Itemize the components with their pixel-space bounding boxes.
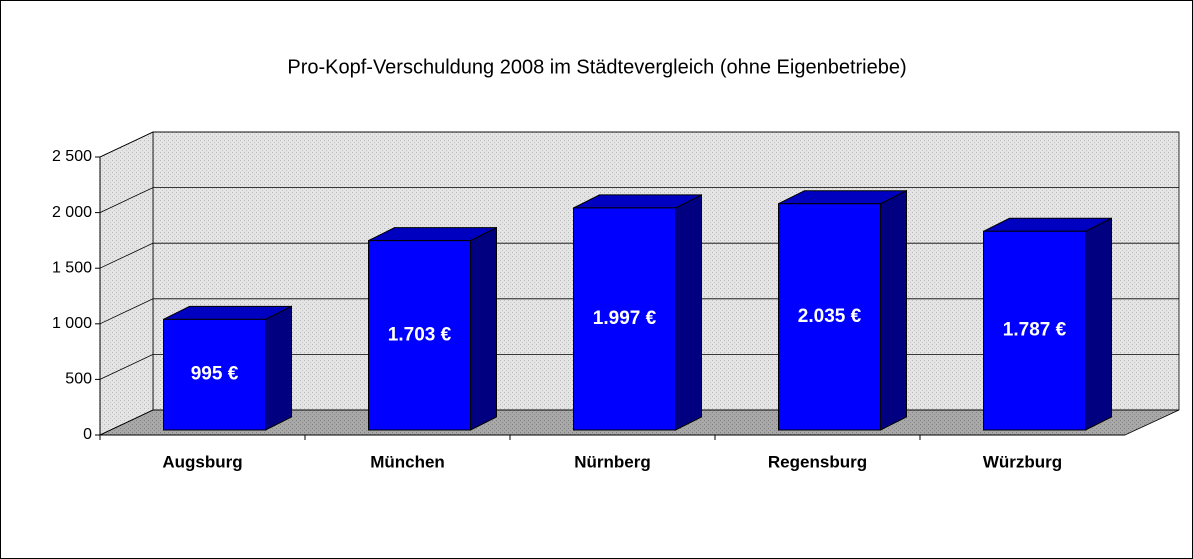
y-tick-label: 2 000 bbox=[52, 204, 92, 221]
bar-front bbox=[573, 207, 676, 431]
grid-line bbox=[99, 187, 1179, 213]
bar-front bbox=[983, 230, 1086, 431]
value-label: 1.787 € bbox=[1003, 320, 1067, 341]
bar-front bbox=[163, 318, 266, 431]
value-label: 1.703 € bbox=[388, 324, 452, 345]
bar-front bbox=[368, 240, 471, 431]
value-label: 995 € bbox=[191, 364, 239, 385]
y-tick-label: 2 500 bbox=[52, 148, 92, 165]
bar-side bbox=[675, 194, 702, 431]
y-tick-label: 500 bbox=[65, 371, 92, 388]
x-tick-label: Augsburg bbox=[162, 452, 242, 471]
grid-line bbox=[99, 131, 1179, 158]
bar-side bbox=[265, 305, 292, 431]
bar bbox=[163, 305, 292, 431]
bar bbox=[368, 226, 497, 431]
x-tick-label: Regensburg bbox=[768, 452, 867, 471]
value-label: 2.035 € bbox=[798, 306, 862, 327]
bar bbox=[778, 189, 907, 431]
x-tick-label: München bbox=[370, 452, 445, 471]
bar-side bbox=[880, 189, 907, 431]
bar-front bbox=[778, 203, 881, 431]
side-wall bbox=[99, 131, 154, 436]
x-tick-label: Nürnberg bbox=[574, 452, 651, 471]
y-tick-label: 0 bbox=[83, 426, 92, 443]
y-tick-label: 1 000 bbox=[52, 315, 92, 332]
bar bbox=[983, 217, 1112, 431]
bar-side bbox=[470, 226, 497, 431]
value-label: 1.997 € bbox=[593, 308, 657, 329]
x-tick-label: Würzburg bbox=[983, 452, 1062, 471]
chart-title: Pro-Kopf-Verschuldung 2008 im Städteverg… bbox=[287, 56, 906, 78]
bar bbox=[573, 194, 702, 431]
bar-side bbox=[1085, 217, 1112, 431]
y-tick-label: 1 500 bbox=[52, 259, 92, 276]
